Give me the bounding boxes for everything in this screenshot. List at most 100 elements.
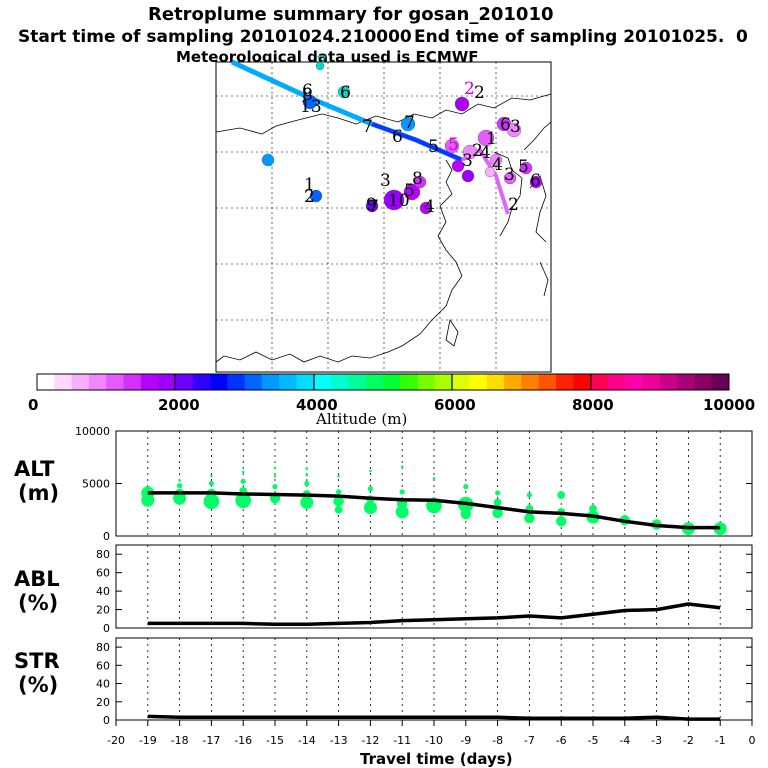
colorbar-swatch (607, 374, 626, 390)
trajectory-label: 3 (504, 165, 515, 185)
colorbar-swatch (452, 374, 470, 390)
y-tick-label: 5000 (82, 478, 110, 491)
colorbar-swatch (625, 374, 643, 390)
colorbar-swatch (659, 374, 678, 390)
colorbar-swatch (192, 374, 211, 390)
trajectory-label: 6 (302, 81, 313, 101)
trajectory-dot (413, 175, 427, 189)
colorbar-swatch (158, 374, 176, 390)
x-tick-label: -14 (298, 734, 316, 747)
altitude-point (363, 501, 377, 515)
trajectory-label: 1 (486, 129, 497, 149)
altitude-point (203, 493, 220, 510)
colorbar-swatch (106, 374, 124, 390)
map-frame (215, 61, 552, 373)
trajectory-label: 8 (458, 95, 469, 115)
trajectory-label: 7 (316, 53, 327, 73)
colorbar-tick-0: 0 (28, 396, 38, 414)
altitude-point (400, 465, 404, 469)
y-tick-label: 40 (96, 585, 110, 598)
trajectory-dot (506, 122, 522, 138)
colorbar-swatch (504, 374, 522, 390)
colorbar-swatch (123, 374, 142, 390)
altitude-point (556, 516, 567, 527)
colorbar-swatch (434, 374, 453, 390)
x-tick-label: -17 (202, 734, 220, 747)
colorbar-swatch (348, 374, 367, 390)
figure-title: Retroplume summary for gosan_201010 (148, 4, 554, 25)
x-tick-label: -8 (492, 734, 503, 747)
trajectory-dot (503, 171, 517, 185)
alt-panel: 0 5000 10000 (75, 425, 753, 543)
colorbar-swatch (383, 374, 401, 390)
trajectory-dot (484, 166, 496, 178)
x-axis: -20 -19 -18 -17 -16 -15 -14 -13 -12 -11 -10 -9 -8 -7-… (107, 720, 756, 747)
series-line (147, 714, 721, 721)
colorbar-swatch (573, 374, 591, 390)
x-tick-label: -15 (266, 734, 284, 747)
trajectory-label: 10 (388, 191, 410, 211)
altitude-point (495, 490, 501, 496)
x-tick-label: -19 (139, 734, 157, 747)
trajectory-label: 9 (366, 195, 377, 215)
colorbar-tick-8000: 8000 (572, 396, 614, 414)
trajectory-label: 5 (404, 181, 415, 201)
colorbar-tick-6000: 6000 (434, 396, 476, 414)
altitude-point (208, 480, 214, 487)
colorbar-swatch (642, 374, 661, 390)
colorbar-swatch (469, 374, 488, 390)
colorbar-swatch (296, 374, 315, 390)
trajectory-dot (261, 153, 275, 167)
altitude-point (177, 483, 183, 489)
colorbar-swatch (175, 374, 194, 390)
trajectory-dot (383, 189, 405, 211)
colorbar-swatch (556, 374, 574, 390)
trajectory-label: 4 (492, 155, 503, 175)
alt-panel-unit: (m) (18, 481, 59, 505)
y-tick-label: 20 (96, 604, 110, 617)
altitude-point (493, 498, 502, 507)
y-tick-label: 80 (96, 548, 110, 561)
altitude-point (304, 480, 310, 487)
x-tick-label: -5 (588, 734, 599, 747)
altitude-point (369, 469, 372, 473)
altitude-point (589, 504, 597, 513)
trajectory-label: 2 (472, 141, 483, 161)
colorbar-tick-10000: 10000 (703, 396, 755, 414)
trajectory-dot (400, 116, 416, 132)
altitude-point (334, 505, 343, 514)
trajectory-dot (489, 153, 503, 167)
colorbar-tick-2000: 2000 (158, 396, 200, 414)
colorbar-swatch (590, 374, 609, 390)
abl-panel-unit: (%) (18, 591, 58, 615)
y-tick-label: 0 (103, 714, 110, 727)
trajectory-label: 6 (530, 171, 541, 191)
trajectory-label: 6 (340, 83, 351, 103)
altitude-point (305, 467, 309, 471)
altitude-point (272, 484, 278, 490)
trajectory-label: 6 (392, 127, 403, 147)
x-tick-label: -2 (683, 734, 694, 747)
trajectory-label: 4 (424, 197, 435, 217)
trajectory-dot (477, 129, 495, 147)
abl-panel: 0 20 40 60 80 (96, 544, 753, 635)
str-panel-title: STR (14, 649, 60, 673)
trajectory-dot (529, 175, 543, 189)
x-tick-label: -4 (619, 734, 630, 747)
trajectory-dot (302, 94, 318, 110)
y-tick-label: 0 (103, 530, 110, 543)
trajectory-line-mid (371, 122, 463, 162)
x-tick-label: -9 (460, 734, 471, 747)
series-line (147, 602, 721, 627)
end-time-label: End time of sampling 20101025. (414, 27, 724, 47)
altitude-point (235, 492, 251, 509)
x-tick-label: -1 (715, 734, 726, 747)
colorbar-swatch (210, 374, 228, 390)
trajectory-label: 1 (304, 175, 315, 195)
trajectory-label: 3 (462, 151, 473, 171)
colorbar-swatch (244, 374, 263, 390)
trajectory-label: 7 (362, 117, 373, 137)
trajectory-label: 3 (510, 117, 521, 137)
